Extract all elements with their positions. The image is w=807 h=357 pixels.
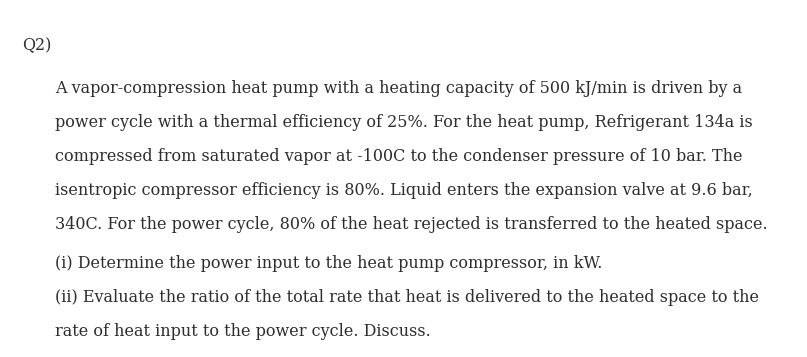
- Text: A vapor-compression heat pump with a heating capacity of 500 kJ/min is driven by: A vapor-compression heat pump with a hea…: [55, 80, 742, 97]
- Text: power cycle with a thermal efficiency of 25%. For the heat pump, Refrigerant 134: power cycle with a thermal efficiency of…: [55, 114, 753, 131]
- Text: Q2): Q2): [22, 37, 51, 55]
- Text: compressed from saturated vapor at -100C to the condenser pressure of 10 bar. Th: compressed from saturated vapor at -100C…: [55, 148, 742, 165]
- Text: isentropic compressor efficiency is 80%. Liquid enters the expansion valve at 9.: isentropic compressor efficiency is 80%.…: [55, 182, 753, 199]
- Text: (ii) Evaluate the ratio of the total rate that heat is delivered to the heated s: (ii) Evaluate the ratio of the total rat…: [55, 289, 759, 306]
- Text: (i) Determine the power input to the heat pump compressor, in kW.: (i) Determine the power input to the hea…: [55, 255, 602, 272]
- Text: 340C. For the power cycle, 80% of the heat rejected is transferred to the heated: 340C. For the power cycle, 80% of the he…: [55, 216, 767, 233]
- Text: rate of heat input to the power cycle. Discuss.: rate of heat input to the power cycle. D…: [55, 323, 431, 340]
